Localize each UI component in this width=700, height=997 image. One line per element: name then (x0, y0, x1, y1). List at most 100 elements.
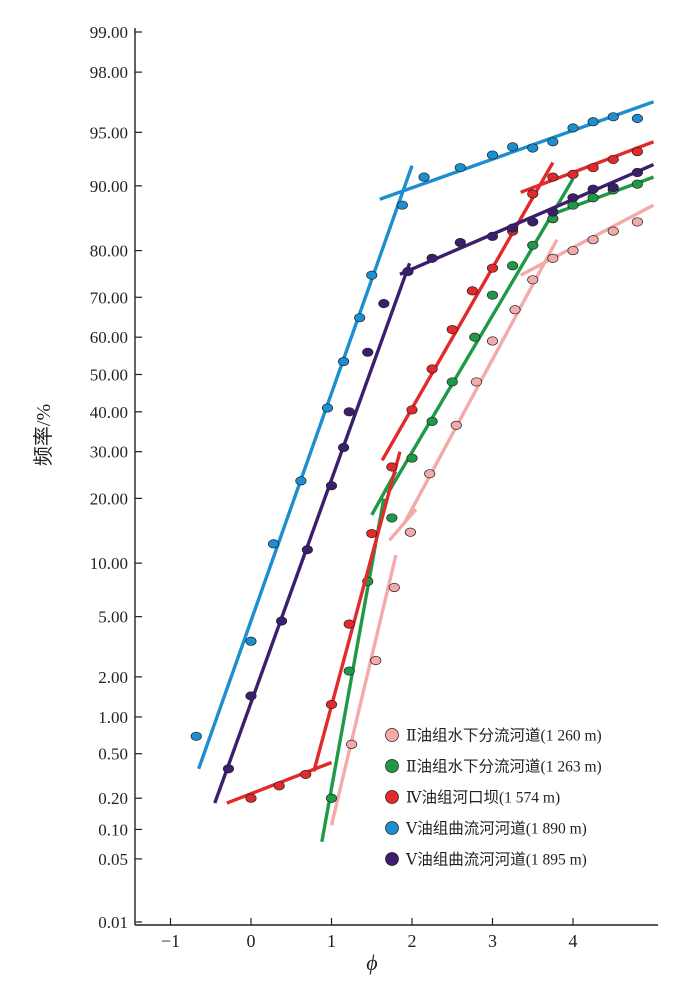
data-point (486, 336, 499, 346)
x-tick-label: 3 (488, 931, 497, 951)
data-point (607, 226, 619, 236)
data-point (547, 172, 559, 182)
fit-line-segment (213, 262, 412, 804)
data-point (366, 270, 378, 280)
data-point (587, 163, 599, 173)
data-point (509, 305, 521, 315)
data-point (527, 240, 539, 250)
y-tick-label: 98.00 (90, 63, 128, 82)
x-tick-label: 1 (327, 931, 336, 951)
data-point (607, 154, 619, 164)
data-point (245, 636, 257, 646)
data-point (587, 117, 599, 127)
data-point (446, 377, 458, 387)
data-point (386, 513, 398, 523)
data-point (343, 666, 355, 676)
fit-line-segment (379, 100, 655, 201)
y-tick-label: 95.00 (90, 123, 128, 142)
data-point (424, 469, 436, 479)
data-point (527, 143, 539, 153)
data-point (354, 313, 366, 323)
x-tick-label: 4 (569, 931, 578, 951)
data-point (267, 539, 280, 549)
data-point (273, 781, 285, 791)
fit-line-segment (380, 161, 555, 462)
data-point (507, 223, 519, 233)
fit-line-segment (399, 163, 655, 276)
data-point (631, 113, 643, 123)
y-tick-label: 90.00 (90, 177, 128, 196)
legend-item: Ⅳ油组河口坝(1 574 m) (385, 789, 560, 807)
data-point (547, 137, 559, 147)
y-tick-label: 50.00 (90, 365, 128, 384)
data-point (587, 184, 599, 194)
data-point (631, 167, 643, 178)
legend-marker (385, 728, 399, 742)
data-point (325, 699, 338, 710)
data-point (454, 163, 466, 173)
data-point (507, 142, 519, 152)
data-point (470, 377, 482, 387)
x-tick-label: −1 (161, 931, 180, 951)
y-tick-label: 30.00 (90, 443, 128, 462)
legend-label: Ⅳ油组河口坝(1 574 m) (406, 789, 560, 807)
data-point (190, 731, 202, 741)
data-point (338, 442, 350, 453)
y-tick-label: 0.05 (98, 850, 128, 869)
x-tick-labels: −1 0 1 2 3 4 (161, 931, 578, 951)
axes (134, 28, 658, 926)
data-point (222, 764, 235, 774)
data-point (362, 347, 374, 357)
data-point (587, 193, 599, 203)
data-point (527, 275, 539, 285)
fit-line-segment (197, 165, 414, 770)
data-point (607, 112, 619, 122)
y-tick-label: 60.00 (90, 328, 128, 347)
legend: Ⅱ油组水下分流河道(1 260 m) Ⅱ油组水下分流河道(1 263 m) Ⅳ油组河… (385, 727, 602, 869)
legend-label: Ⅴ油组曲流河河道(1 895 m) (405, 851, 587, 869)
y-tick-label: 70.00 (90, 288, 128, 307)
data-point (396, 200, 408, 210)
y-tick-label: 99.00 (90, 23, 128, 42)
y-tick-label: 80.00 (90, 242, 128, 261)
data-point (343, 619, 355, 629)
fit-line-segment (520, 140, 655, 194)
data-point (301, 545, 313, 555)
series-4 (190, 100, 655, 770)
data-point (386, 462, 398, 472)
y-tick-label: 20.00 (90, 489, 128, 508)
data-point (406, 453, 418, 463)
data-point (486, 150, 499, 160)
data-point (466, 286, 478, 296)
y-tick-labels: 99.00 98.00 95.00 90.00 80.00 70.00 60.00 50.00… (90, 23, 128, 932)
y-tick-label: 5.00 (98, 608, 128, 627)
legend-label: Ⅱ油组水下分流河道(1 260 m) (406, 727, 602, 745)
data-point (567, 246, 579, 256)
data-point (338, 357, 350, 367)
data-point (418, 172, 430, 182)
data-point (631, 179, 643, 189)
data-point (454, 237, 466, 248)
legend-marker (385, 852, 399, 866)
x-axis-label: ϕ (366, 950, 377, 975)
y-tick-label: 2.00 (98, 668, 128, 687)
y-axis-label: 频率/% (32, 404, 55, 466)
data-point (486, 263, 499, 273)
data-point (507, 261, 519, 271)
fit-line-segment (386, 178, 575, 495)
legend-label: Ⅴ油组曲流河河道(1 890 m) (405, 820, 587, 838)
data-point (245, 691, 257, 701)
legend-marker (385, 759, 399, 773)
data-point (547, 253, 559, 263)
data-point (567, 193, 579, 203)
data-point (426, 253, 438, 263)
data-point (426, 364, 438, 374)
data-point (587, 235, 599, 245)
data-point (346, 739, 358, 749)
x-tick-label: 2 (408, 931, 417, 951)
legend-label: Ⅱ油组水下分流河道(1 263 m) (406, 758, 602, 776)
fit-line-segment (329, 554, 398, 826)
y-tick-label: 0.50 (98, 745, 128, 764)
data-point (631, 217, 643, 227)
